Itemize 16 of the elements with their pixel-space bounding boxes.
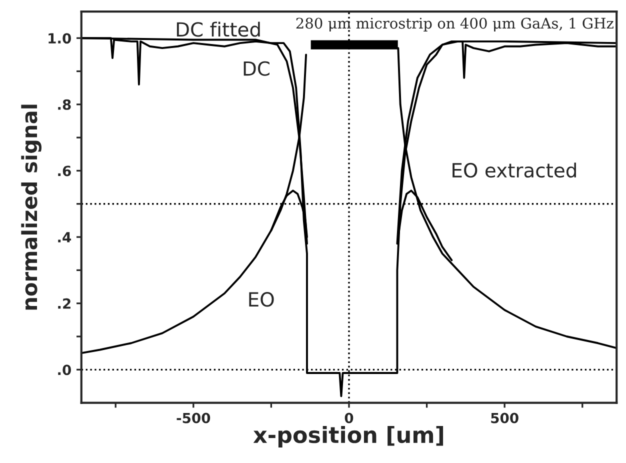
annotation: EO <box>249 292 274 307</box>
chart-title: 280 μm microstrip on 400 μm GaAs, 1 GHz <box>296 18 614 32</box>
x-tick-label: -500 <box>176 412 210 424</box>
y-tick-label: .2 <box>58 298 70 309</box>
y-axis-title: normalized signal <box>21 104 42 310</box>
y-tick-label: 1.0 <box>48 33 71 44</box>
annotation: DC fitted <box>176 22 260 37</box>
y-tick-label: .4 <box>58 232 72 242</box>
y-tick-label: .8 <box>58 99 71 110</box>
x-tick-label: 0 <box>344 412 354 424</box>
y-tick-label: .6 <box>58 166 71 176</box>
y-tick-label: .0 <box>58 364 71 376</box>
x-tick-label: 500 <box>491 412 518 424</box>
annotation: DC <box>244 61 270 76</box>
x-axis-title: x-position [um] <box>253 426 444 448</box>
annotation: EO extracted <box>452 162 576 178</box>
